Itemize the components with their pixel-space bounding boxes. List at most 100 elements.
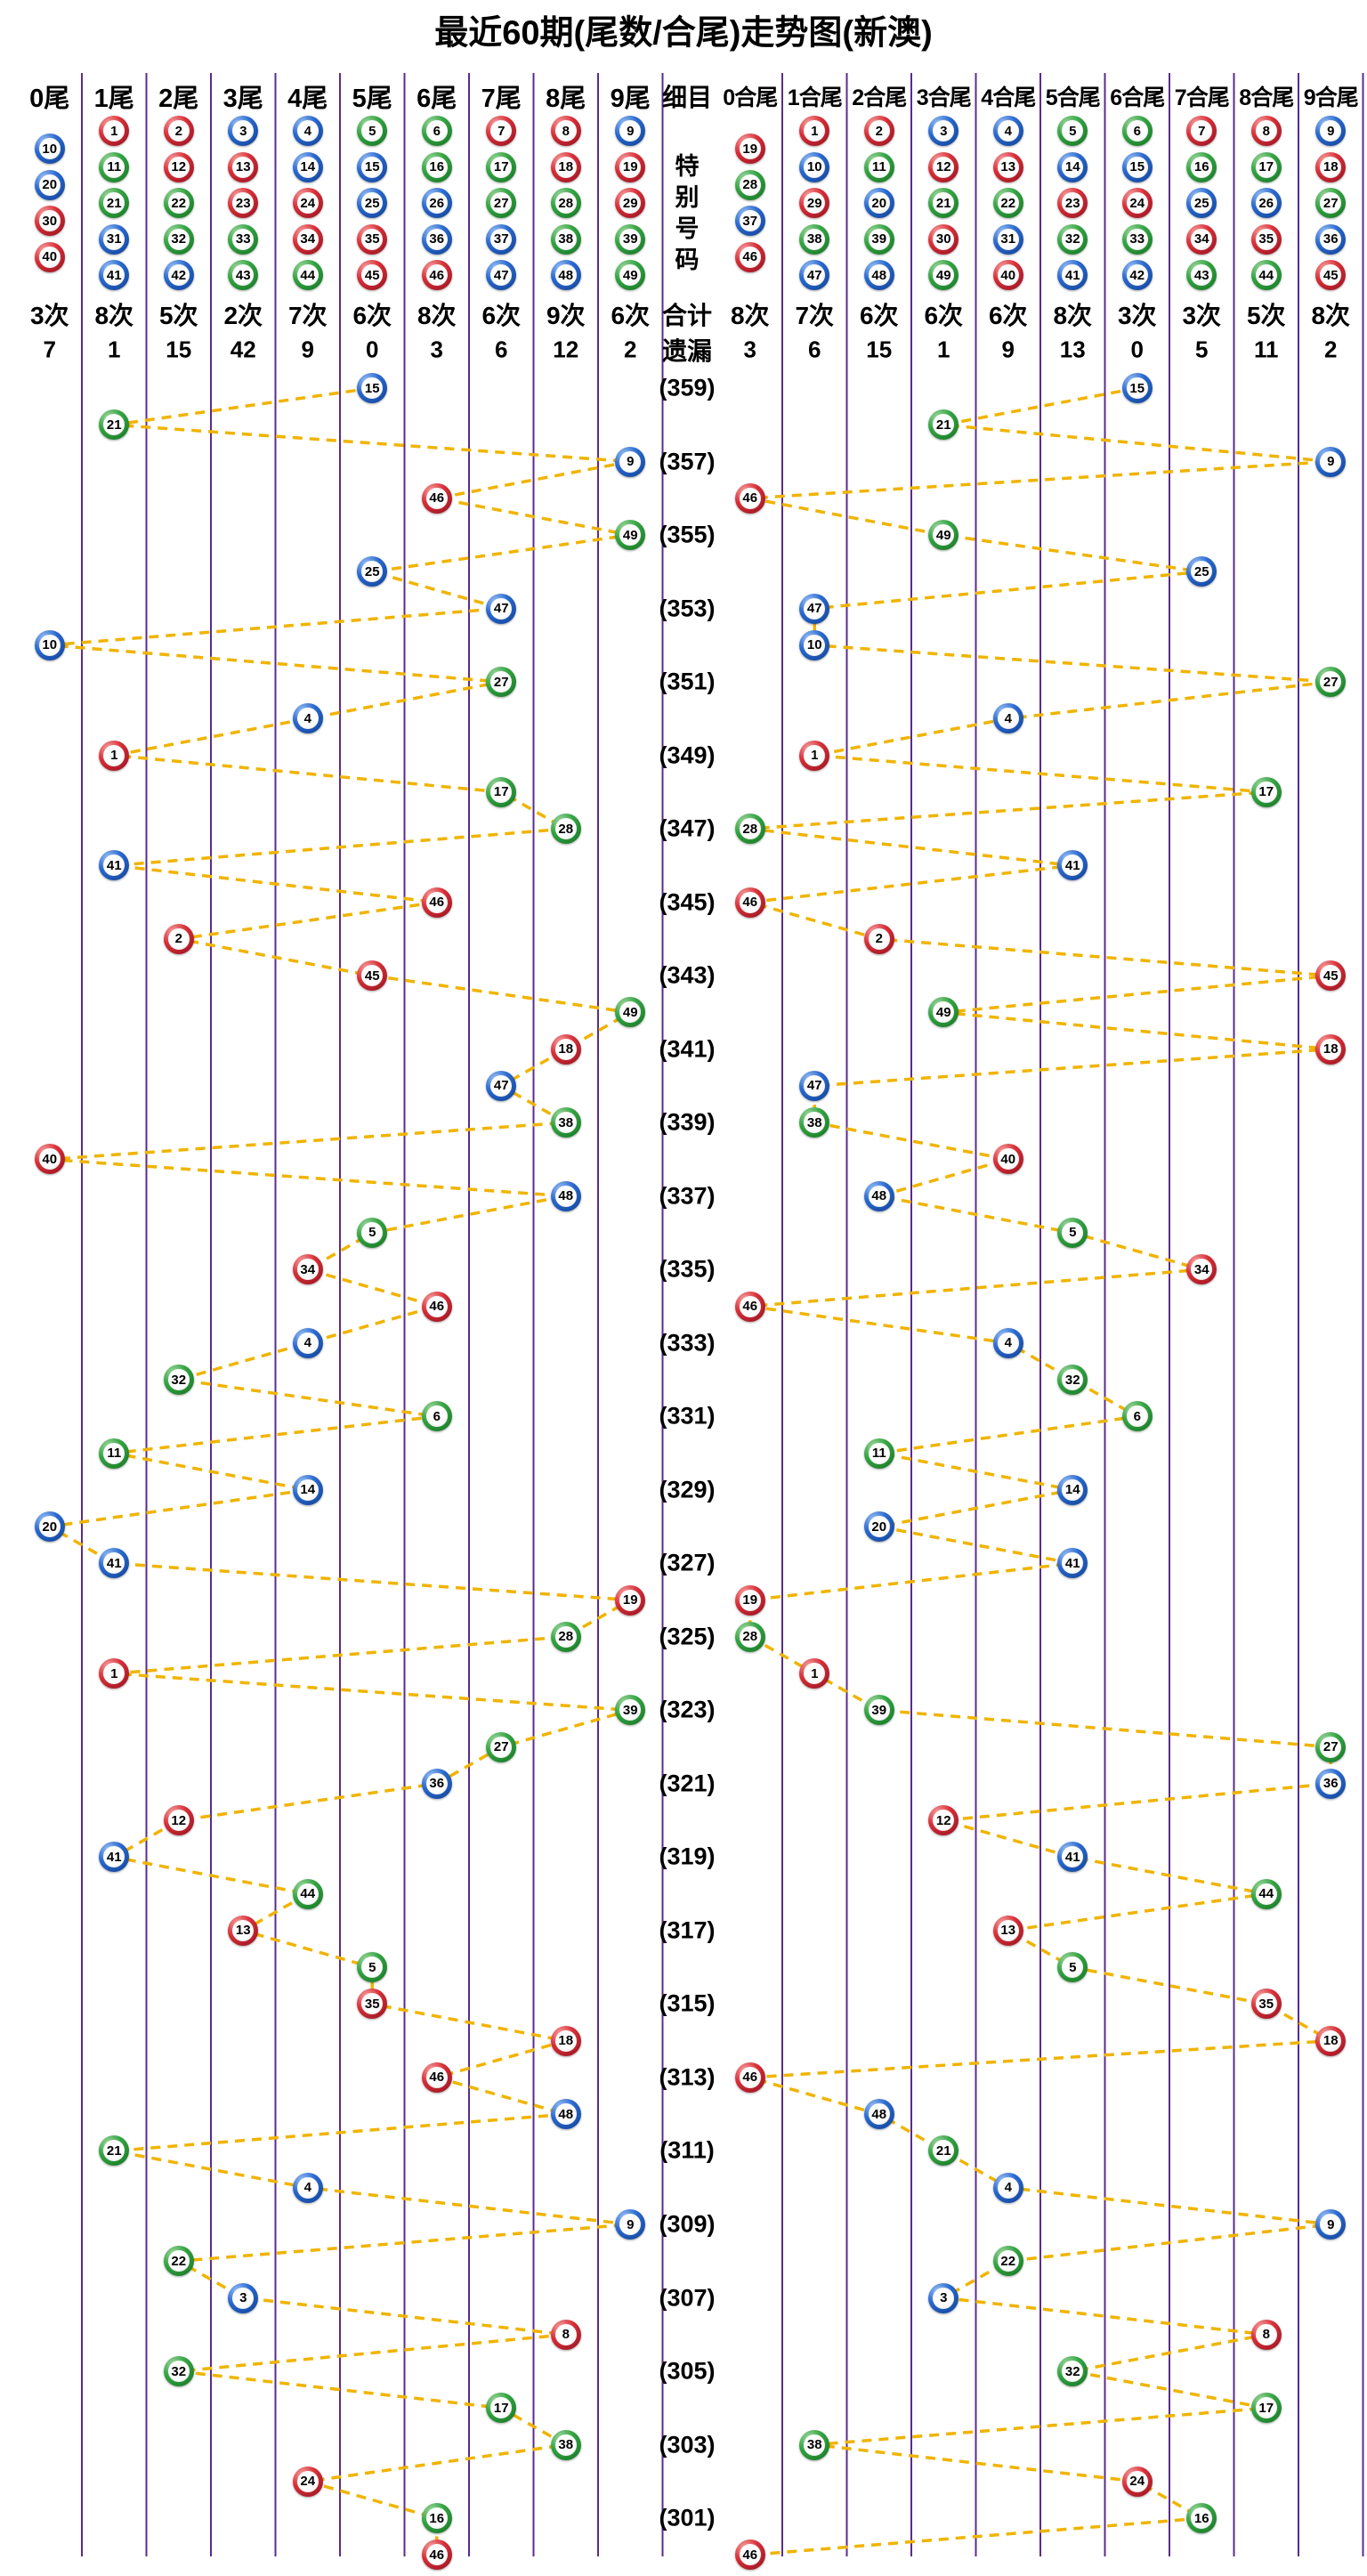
draw-ball-right-306: 8 xyxy=(1250,2319,1282,2350)
draw-ball-left-319: 41 xyxy=(99,1842,130,1873)
ball-number: 46 xyxy=(739,2544,761,2566)
tail-miss-2: 15 xyxy=(166,336,192,363)
draw-ball-right-353: 47 xyxy=(799,593,830,624)
ball-number: 8 xyxy=(554,120,577,142)
ball-number: 7 xyxy=(490,120,513,142)
draw-ball-left-322: 27 xyxy=(486,1731,517,1762)
ball-number: 37 xyxy=(490,228,513,250)
ball-number: 21 xyxy=(933,2140,955,2162)
tail-miss-3: 42 xyxy=(230,336,256,363)
sum-member-ball-41: 41 xyxy=(1057,260,1088,290)
ball-number: 40 xyxy=(997,1148,1019,1171)
draw-ball-right-356: 46 xyxy=(734,482,765,514)
sum-member-ball-35: 35 xyxy=(1250,223,1282,255)
ball-number: 9 xyxy=(619,2214,642,2235)
ball-number: 26 xyxy=(1255,192,1277,214)
sum-miss-0: 3 xyxy=(743,336,756,363)
ball-number: 5 xyxy=(1062,1956,1084,1979)
member-ball-12: 12 xyxy=(163,151,194,182)
ball-number: 1 xyxy=(804,744,826,766)
ball-number: 14 xyxy=(296,156,319,178)
draw-ball-left-326: 19 xyxy=(615,1584,646,1616)
ball-number: 25 xyxy=(1191,561,1213,583)
draw-ball-left-317: 13 xyxy=(228,1915,259,1946)
draw-ball-right-357: 9 xyxy=(1315,446,1347,477)
ball-number: 32 xyxy=(1062,228,1084,250)
draw-ball-left-335: 34 xyxy=(292,1254,323,1285)
ball-number: 43 xyxy=(1191,264,1213,286)
ball-number: 48 xyxy=(554,1185,577,1207)
period-label-359: (359) xyxy=(659,374,716,401)
member-ball-11: 11 xyxy=(99,151,130,182)
sum-member-ball-1: 1 xyxy=(799,116,830,146)
sum-col-header-0: 0合尾 xyxy=(723,85,778,110)
member-ball-22: 22 xyxy=(163,188,194,218)
ball-number: 13 xyxy=(232,1919,255,1941)
sum-col-header-1: 1合尾 xyxy=(787,85,843,110)
ball-number: 41 xyxy=(103,264,125,286)
ball-number: 1 xyxy=(103,120,125,142)
ball-number: 24 xyxy=(296,2470,319,2492)
ball-number: 32 xyxy=(1062,1369,1084,1391)
tail-count-6: 8次 xyxy=(417,302,457,329)
sum-member-ball-37: 37 xyxy=(734,206,765,237)
draw-ball-left-303: 38 xyxy=(550,2429,581,2460)
sum-member-ball-15: 15 xyxy=(1121,151,1153,182)
sum-member-ball-40: 40 xyxy=(992,260,1023,290)
draw-ball-left-330: 11 xyxy=(99,1438,130,1469)
ball-number: 42 xyxy=(1126,264,1148,286)
period-label-351: (351) xyxy=(659,668,716,695)
tail-count-3: 2次 xyxy=(223,302,263,329)
ball-number: 2 xyxy=(167,928,190,950)
draw-ball-right-343: 45 xyxy=(1315,960,1347,992)
ball-number: 35 xyxy=(361,1993,384,2015)
draw-ball-right-300: 46 xyxy=(734,2540,765,2571)
tail-count-0: 3次 xyxy=(29,302,69,329)
member-ball-18: 18 xyxy=(550,151,581,182)
draw-ball-left-337: 48 xyxy=(550,1180,581,1211)
draw-ball-right-341: 18 xyxy=(1315,1033,1347,1065)
member-ball-24: 24 xyxy=(292,188,323,218)
ball-number: 22 xyxy=(997,2250,1019,2272)
draw-ball-left-341: 18 xyxy=(550,1033,581,1065)
draw-ball-left-345: 46 xyxy=(421,887,452,918)
tail-count-9: 6次 xyxy=(611,302,651,329)
sum-col-header-4: 4合尾 xyxy=(981,85,1036,110)
ball-number: 36 xyxy=(425,228,448,250)
sum-member-ball-31: 31 xyxy=(992,223,1023,255)
ball-number: 2 xyxy=(167,120,190,142)
member-ball-32: 32 xyxy=(163,223,194,255)
draw-ball-right-333: 4 xyxy=(992,1327,1023,1358)
member-ball-37: 37 xyxy=(486,223,517,255)
draw-ball-right-332: 32 xyxy=(1057,1365,1088,1396)
ball-number: 46 xyxy=(739,1295,761,1317)
ball-number: 41 xyxy=(103,855,125,877)
ball-number: 45 xyxy=(1320,264,1342,286)
sum-member-ball-10: 10 xyxy=(799,151,830,182)
sum-member-ball-45: 45 xyxy=(1315,260,1347,290)
draw-ball-left-301: 16 xyxy=(421,2503,452,2534)
ball-number: 8 xyxy=(1255,120,1277,142)
sum-member-ball-46: 46 xyxy=(734,241,765,272)
ball-number: 1 xyxy=(804,1663,826,1685)
draw-ball-right-359: 15 xyxy=(1121,373,1153,403)
draw-ball-right-351: 27 xyxy=(1315,667,1347,698)
draw-ball-left-336: 5 xyxy=(357,1217,388,1248)
ball-number: 28 xyxy=(554,818,577,840)
member-ball-21: 21 xyxy=(99,188,130,218)
draw-ball-left-309: 9 xyxy=(615,2209,646,2240)
sum-member-ball-38: 38 xyxy=(799,223,830,255)
draw-ball-left-304: 17 xyxy=(486,2393,517,2424)
draw-ball-left-315: 35 xyxy=(357,1989,388,2020)
ball-number: 17 xyxy=(490,781,513,803)
draw-ball-right-336: 5 xyxy=(1057,1217,1088,1248)
ball-number: 9 xyxy=(619,450,642,473)
draw-ball-right-350: 4 xyxy=(992,703,1023,734)
ball-number: 27 xyxy=(490,1736,513,1758)
ball-number: 36 xyxy=(425,1772,448,1794)
period-label-357: (357) xyxy=(659,448,716,475)
ball-number: 19 xyxy=(619,1589,642,1611)
ball-number: 47 xyxy=(804,1074,826,1097)
draw-ball-left-346: 41 xyxy=(99,850,130,881)
member-ball-19: 19 xyxy=(615,151,646,182)
